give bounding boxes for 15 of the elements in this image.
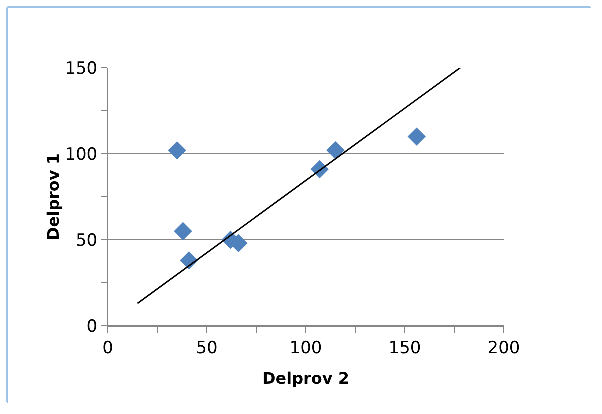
y-axis-title: Delprov 1 bbox=[44, 153, 64, 241]
x-tick-label: 0 bbox=[102, 338, 114, 358]
point bbox=[326, 141, 345, 160]
y-tick-label: 150 bbox=[65, 58, 98, 79]
point bbox=[168, 141, 186, 160]
x-tick-label: 100 bbox=[290, 338, 322, 358]
y-tick-label: 0 bbox=[86, 316, 98, 337]
point bbox=[408, 128, 426, 146]
y-tick-label: 50 bbox=[76, 230, 98, 251]
x-tick-label: 150 bbox=[388, 338, 422, 358]
x-tick-label: 50 bbox=[196, 338, 218, 358]
x-axis-title: Delprov 2 bbox=[262, 369, 350, 388]
x-tick-label: 200 bbox=[488, 338, 520, 358]
point bbox=[174, 222, 192, 240]
y-tick-label: 100 bbox=[65, 144, 98, 165]
